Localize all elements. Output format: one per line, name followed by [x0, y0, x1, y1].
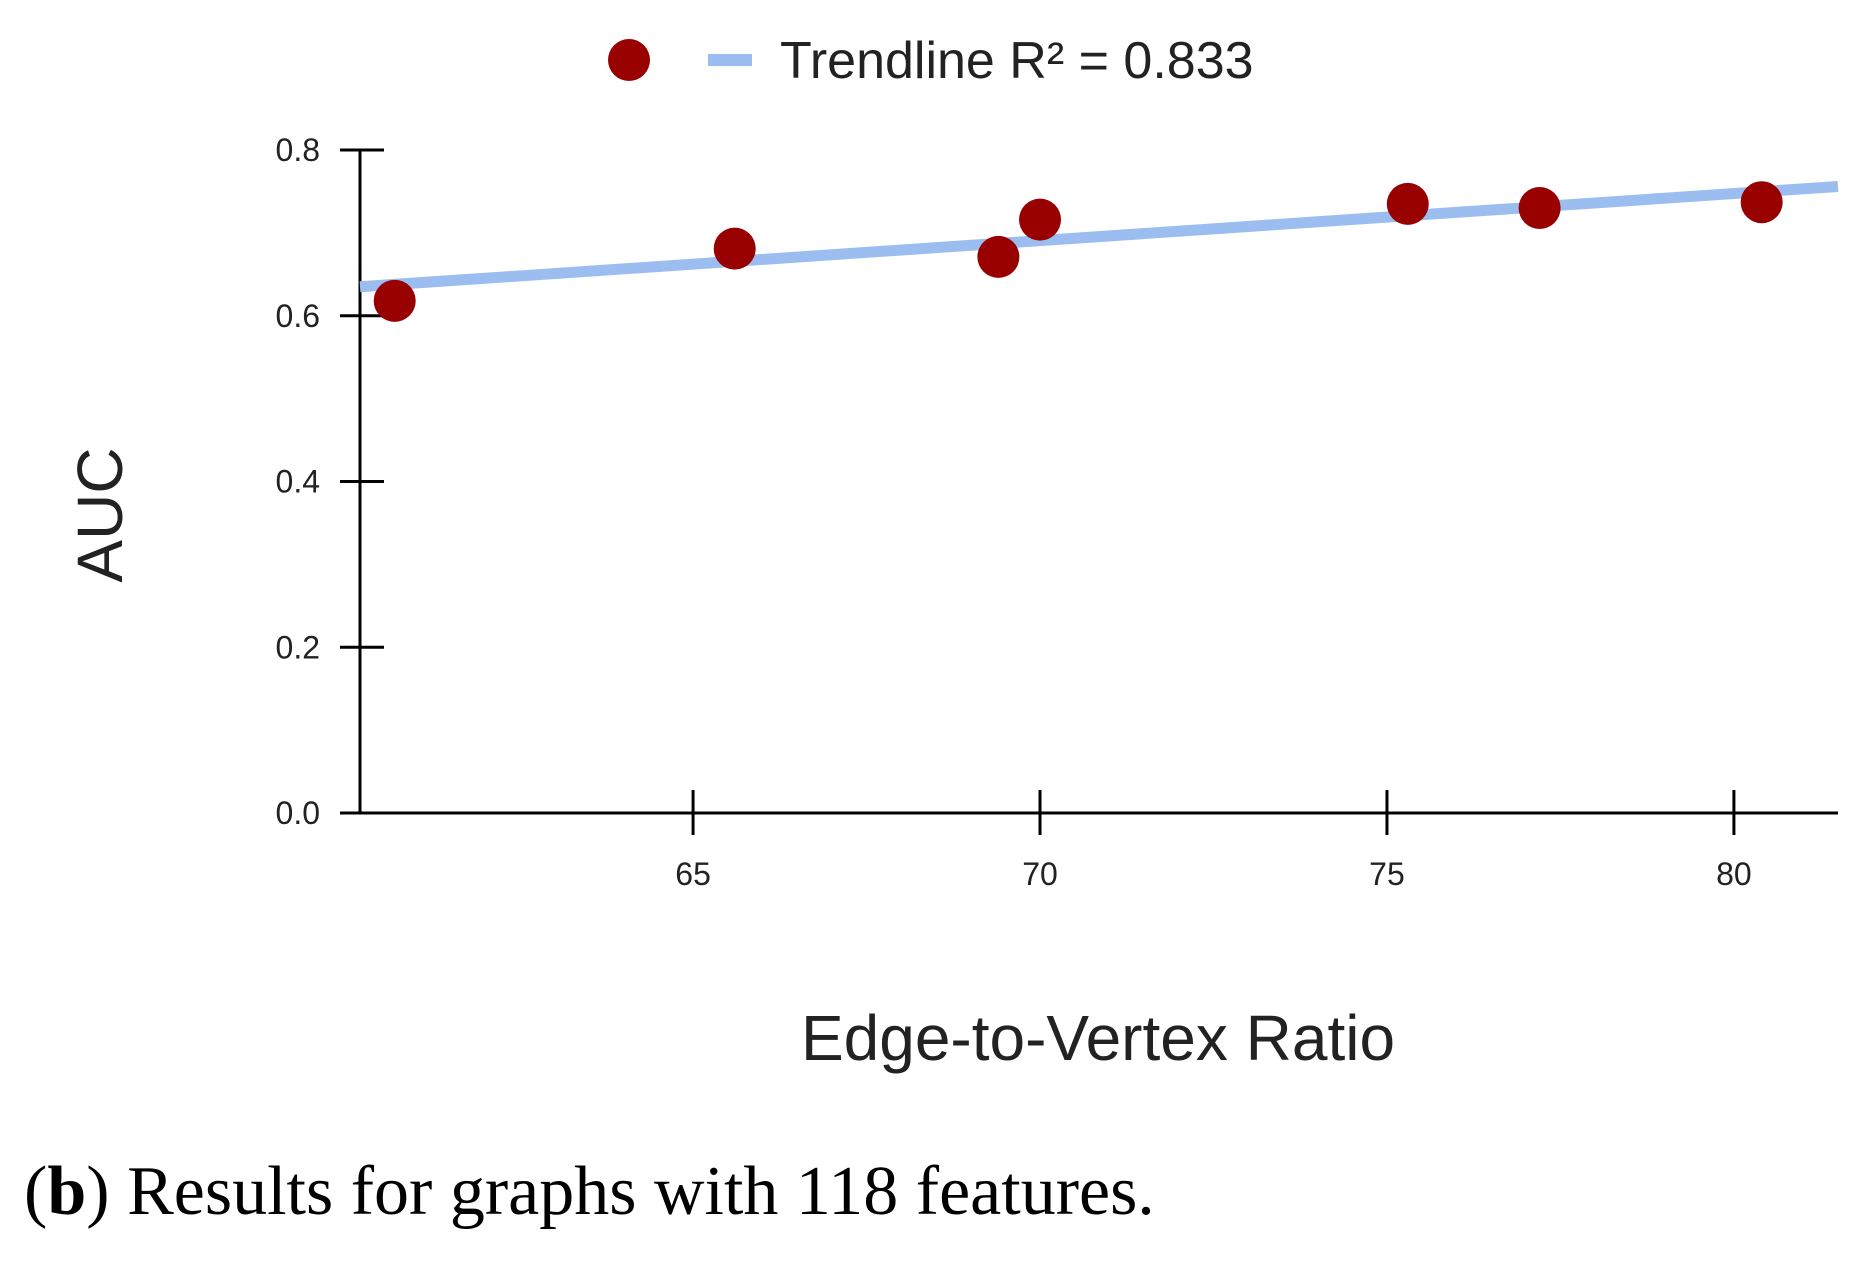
- y-axis-title: AUC: [64, 447, 136, 582]
- data-point: [1019, 198, 1062, 241]
- figure-caption: (b) Results for graphs with 118 features…: [24, 1153, 1155, 1230]
- legend: Trendline R² = 0.833: [608, 32, 1254, 90]
- x-axis-title: Edge-to-Vertex Ratio: [801, 1002, 1395, 1074]
- y-tick-label: 0.0: [276, 795, 320, 831]
- y-tick-label: 0.8: [276, 132, 320, 168]
- y-tick-label: 0.6: [276, 298, 320, 334]
- trendline: [359, 180, 1839, 293]
- x-tick-label: 75: [1369, 856, 1405, 892]
- caption-panel-label: b: [47, 1153, 87, 1230]
- y-tick-label: 0.2: [276, 629, 320, 665]
- data-point: [713, 227, 756, 270]
- data-point: [977, 235, 1020, 278]
- data-point: [373, 279, 416, 322]
- scatter-chart: Trendline R² = 0.833 0.0 0.2 0.4 0.6 0.8 65 7…: [64, 32, 1839, 1074]
- data-points: [373, 181, 1783, 322]
- x-tick-label: 80: [1716, 856, 1752, 892]
- data-point: [1518, 187, 1561, 230]
- legend-point-marker: [608, 39, 650, 81]
- caption-text: Results for graphs with 118 features.: [127, 1153, 1155, 1230]
- data-point: [1386, 182, 1429, 225]
- y-tick-label: 0.4: [276, 464, 320, 500]
- trendline-group: [359, 180, 1839, 293]
- x-tick-label: 65: [675, 856, 711, 892]
- x-tick-label: 70: [1022, 856, 1058, 892]
- x-axis-ticks: 65 70 75 80: [675, 790, 1752, 892]
- data-point: [1740, 181, 1783, 224]
- y-axis-ticks: 0.0 0.2 0.4 0.6 0.8: [276, 132, 384, 831]
- legend-trendline-label: Trendline R² = 0.833: [780, 32, 1254, 90]
